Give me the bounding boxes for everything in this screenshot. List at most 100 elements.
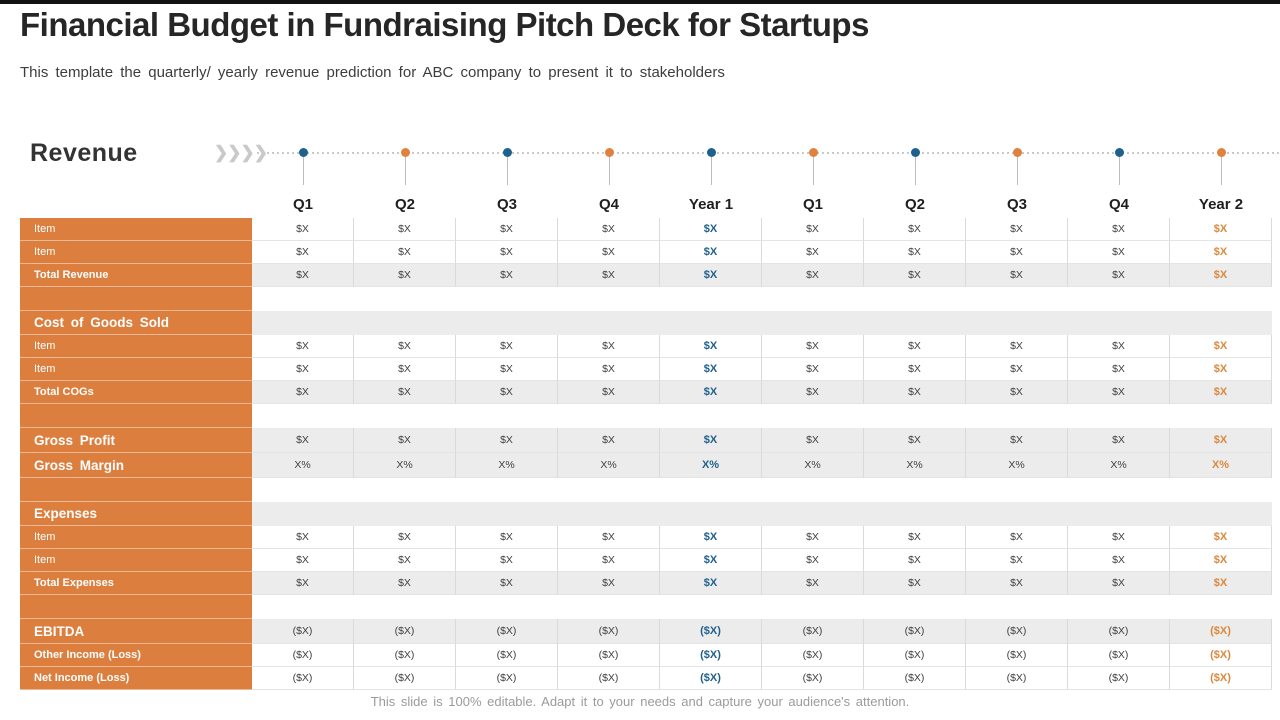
column-header: Q4 — [598, 195, 619, 213]
row-label: Expenses — [20, 502, 252, 526]
spacer-row-fill — [252, 478, 1272, 502]
value-cell: $X — [558, 526, 660, 549]
page-title: Financial Budget in Fundraising Pitch De… — [20, 6, 869, 43]
row-label-spacer — [20, 287, 252, 311]
value-cell: ($X) — [660, 667, 762, 690]
footer-note: This slide is 100% editable. Adapt it to… — [370, 694, 910, 709]
value-cell: ($X) — [864, 667, 966, 690]
value-cell: $X — [1068, 526, 1170, 549]
value-cell: ($X) — [354, 644, 456, 667]
value-cell: $X — [252, 241, 354, 264]
value-cell: $X — [354, 335, 456, 358]
value-cell: $X — [1170, 526, 1272, 549]
value-cell: ($X) — [252, 667, 354, 690]
value-cell: $X — [660, 335, 762, 358]
value-cell: $X — [864, 264, 966, 287]
column-header: Q4 — [1108, 195, 1129, 213]
value-cell: $X — [966, 241, 1068, 264]
value-cell: $X — [558, 428, 660, 453]
value-cell: $X — [252, 526, 354, 549]
value-cell: ($X) — [558, 667, 660, 690]
row-label: Total Expenses — [20, 572, 252, 595]
value-cell: $X — [456, 358, 558, 381]
value-cell: $X — [966, 526, 1068, 549]
value-cell: $X — [660, 428, 762, 453]
spacer-row-fill — [252, 287, 1272, 311]
value-cell: $X — [1068, 549, 1170, 572]
value-cell: X% — [1170, 453, 1272, 478]
value-cell: $X — [558, 572, 660, 595]
value-cell: $X — [660, 264, 762, 287]
value-cell: ($X) — [456, 619, 558, 644]
timeline-dot-stem — [1221, 157, 1222, 185]
value-cell: $X — [864, 428, 966, 453]
value-cell: $X — [252, 218, 354, 241]
value-cell: $X — [558, 218, 660, 241]
value-cell: $X — [762, 218, 864, 241]
value-cell: $X — [1068, 572, 1170, 595]
value-cell: $X — [1170, 572, 1272, 595]
value-cell: $X — [762, 335, 864, 358]
row-label: Item — [20, 358, 252, 381]
value-cell: $X — [1068, 428, 1170, 453]
value-cell: X% — [966, 453, 1068, 478]
value-cell: ($X) — [1170, 667, 1272, 690]
value-cell: $X — [762, 358, 864, 381]
value-cell: $X — [864, 526, 966, 549]
value-cell: $X — [354, 264, 456, 287]
value-cell: X% — [762, 453, 864, 478]
timeline-dot-stem — [507, 157, 508, 185]
value-cell: ($X) — [660, 644, 762, 667]
value-cell: ($X) — [864, 644, 966, 667]
value-cell: ($X) — [966, 644, 1068, 667]
column-header: Q1 — [802, 195, 823, 213]
value-cell: $X — [966, 428, 1068, 453]
value-cell: ($X) — [762, 619, 864, 644]
value-cell: $X — [456, 572, 558, 595]
value-cell: $X — [660, 381, 762, 404]
value-cell: ($X) — [354, 619, 456, 644]
column-header: Year 1 — [688, 195, 734, 213]
value-cell: $X — [1068, 264, 1170, 287]
column-header: Q2 — [904, 195, 925, 213]
value-cell: ($X) — [660, 619, 762, 644]
timeline-dot-stem — [711, 157, 712, 185]
value-cell: $X — [762, 428, 864, 453]
value-cell: $X — [966, 358, 1068, 381]
row-label: Gross Margin — [20, 453, 252, 478]
column-header: Q3 — [496, 195, 517, 213]
value-cell: $X — [252, 264, 354, 287]
value-cell: ($X) — [456, 644, 558, 667]
value-cell: ($X) — [1170, 619, 1272, 644]
value-cell: $X — [558, 381, 660, 404]
value-cell: X% — [864, 453, 966, 478]
value-cell: ($X) — [762, 644, 864, 667]
value-cell: $X — [1170, 549, 1272, 572]
value-cell: X% — [456, 453, 558, 478]
value-cell: $X — [1170, 428, 1272, 453]
value-cell: $X — [966, 335, 1068, 358]
row-label: Item — [20, 218, 252, 241]
timeline-dot-stem — [303, 157, 304, 185]
value-cell: $X — [864, 218, 966, 241]
timeline-dot-blue — [707, 148, 716, 185]
value-cell: $X — [1170, 264, 1272, 287]
value-cell: $X — [354, 428, 456, 453]
value-cell: $X — [762, 381, 864, 404]
value-cell: $X — [966, 264, 1068, 287]
value-cell: $X — [1170, 335, 1272, 358]
row-label-spacer — [20, 595, 252, 619]
value-cell: $X — [354, 572, 456, 595]
timeline-dot-stem — [405, 157, 406, 185]
value-cell: $X — [456, 428, 558, 453]
value-cell: ($X) — [354, 667, 456, 690]
row-label: Total Revenue — [20, 264, 252, 287]
budget-table: Q1 Q2 Q3 Q4 Year 1 Q1 Q2 Q3 Q4 Year 2 Item $X $X $X $X… — [20, 190, 1272, 690]
timeline-dot-blue — [503, 148, 512, 185]
value-cell: $X — [558, 241, 660, 264]
row-label-spacer — [20, 404, 252, 428]
value-cell: $X — [660, 358, 762, 381]
timeline-dot-orange — [809, 148, 818, 185]
value-cell: $X — [1170, 218, 1272, 241]
timeline-dot-blue — [1115, 148, 1124, 185]
